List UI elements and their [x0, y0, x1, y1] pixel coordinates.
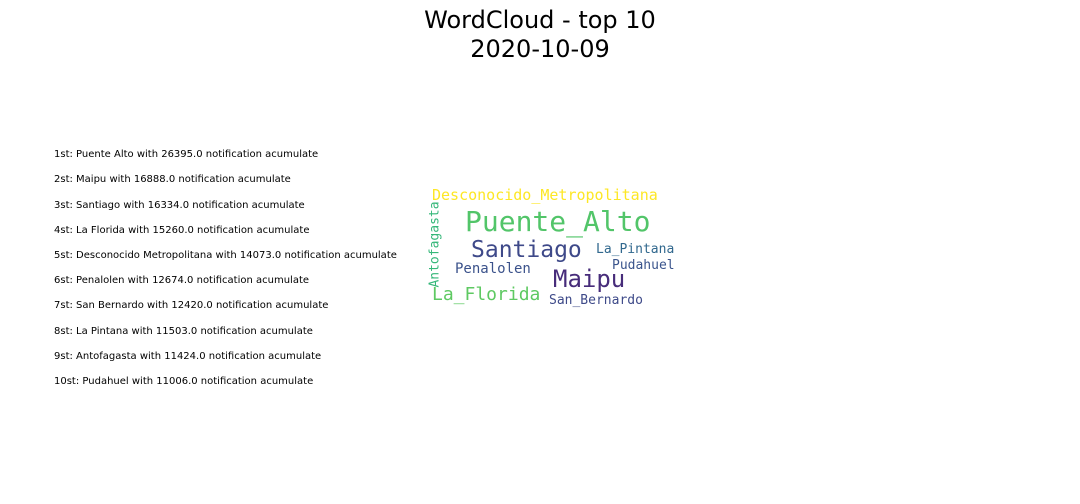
ranking-item-5: 5st: Desconocido Metropolitana with 1407…	[54, 250, 397, 261]
ranking-item-8: 8st: La Pintana with 11503.0 notificatio…	[54, 326, 313, 337]
cloud-word-la-florida: La_Florida	[432, 284, 541, 305]
ranking-item-4: 4st: La Florida with 15260.0 notificatio…	[54, 225, 310, 236]
ranking-item-7: 7st: San Bernardo with 12420.0 notificat…	[54, 300, 329, 311]
cloud-word-penalolen: Penalolen	[455, 261, 531, 277]
cloud-word-la-pintana: La_Pintana	[596, 242, 675, 257]
ranking-item-10: 10st: Pudahuel with 11006.0 notification…	[54, 376, 314, 387]
ranking-item-6: 6st: Penalolen with 12674.0 notification…	[54, 275, 310, 286]
cloud-word-maipu: Maipu	[553, 265, 626, 293]
cloud-word-san-bernardo: San_Bernardo	[549, 293, 643, 308]
cloud-word-pudahuel: Pudahuel	[612, 258, 675, 273]
ranking-item-9: 9st: Antofagasta with 11424.0 notificati…	[54, 351, 322, 362]
chart-title-line-2: 2020-10-09	[470, 35, 610, 63]
cloud-word-santiago: Santiago	[471, 237, 582, 263]
cloud-word-desconocido-metropolitana: Desconocido_Metropolitana	[432, 186, 658, 204]
word-cloud: Puente_Alto Maipu Santiago La_Florida De…	[420, 176, 690, 316]
ranking-item-2: 2st: Maipu with 16888.0 notification acu…	[54, 174, 291, 185]
chart-title-line-1: WordCloud - top 10	[424, 6, 656, 34]
ranking-item-1: 1st: Puente Alto with 26395.0 notificati…	[54, 149, 319, 160]
ranking-item-3: 3st: Santiago with 16334.0 notification …	[54, 200, 305, 211]
cloud-word-antofagasta: Antofagasta	[427, 201, 443, 288]
cloud-word-puente-alto: Puente_Alto	[465, 205, 651, 238]
